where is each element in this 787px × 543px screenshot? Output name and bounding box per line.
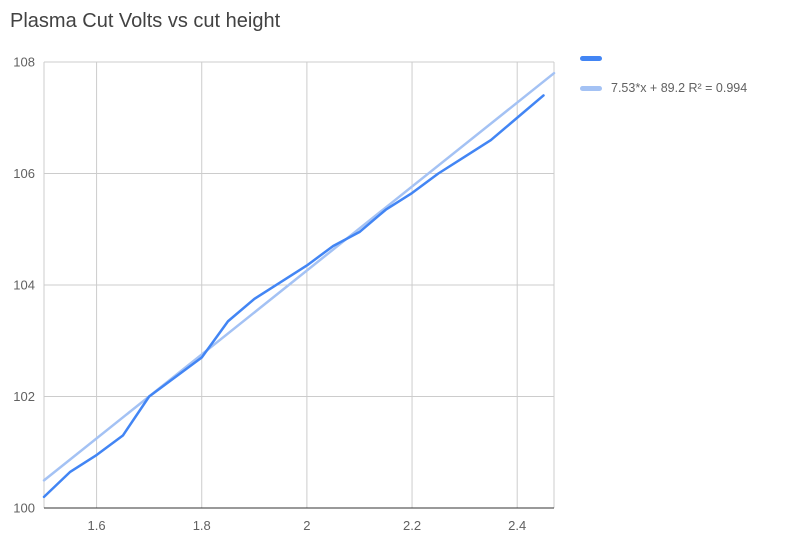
series-swatch-icon [580,56,602,61]
x-axis-tick-label: 2.4 [508,518,526,533]
x-axis-tick-label: 1.6 [88,518,106,533]
legend-item-series[interactable] [580,56,747,61]
trendline [42,71,556,482]
x-axis-tick-label: 1.8 [193,518,211,533]
trendline-equation-label: 7.53*x + 89.2 R² = 0.994 [611,81,748,95]
y-axis-tick-label: 104 [13,278,35,293]
trendline-swatch-icon [580,85,602,91]
y-axis-tick-label: 102 [13,389,35,404]
y-axis-tick-label: 100 [13,501,35,516]
series-line [42,94,545,499]
legend: 7.53*x + 89.2 R² = 0.994 [580,56,747,95]
y-axis-tick-label: 108 [13,55,35,70]
y-axis-tick-label: 106 [13,166,35,181]
x-axis-tick-label: 2 [303,518,310,533]
x-axis-tick-label: 2.2 [403,518,421,533]
chart-title: Plasma Cut Volts vs cut height [10,10,281,32]
legend-item-trendline[interactable]: 7.53*x + 89.2 R² = 0.994 [580,81,747,95]
